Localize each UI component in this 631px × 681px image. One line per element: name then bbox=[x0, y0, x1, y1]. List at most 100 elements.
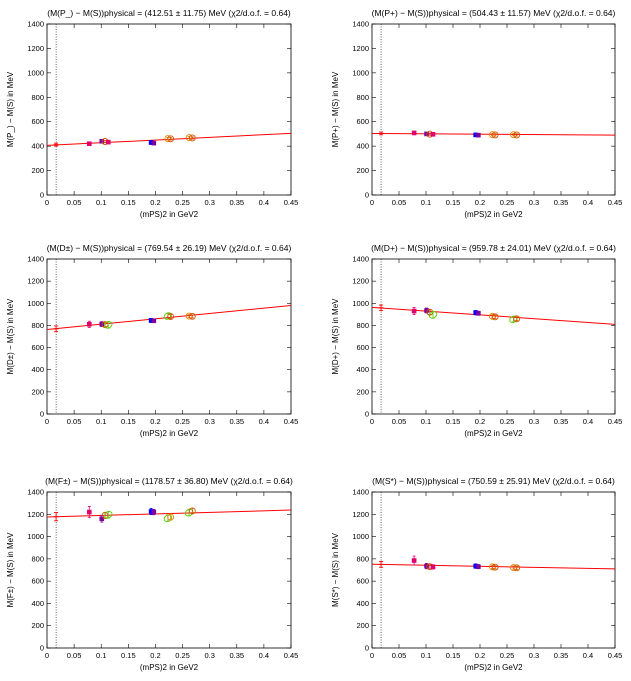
x-tick-label: 0.2 bbox=[475, 417, 485, 426]
x-tick-label: 0.15 bbox=[446, 651, 461, 660]
y-tick-label: 600 bbox=[31, 117, 44, 126]
data-point bbox=[188, 312, 196, 320]
x-tick-label: 0.45 bbox=[608, 198, 623, 207]
x-tick-label: 0.15 bbox=[121, 417, 136, 426]
x-tick-label: 0.05 bbox=[392, 198, 407, 207]
data-point bbox=[491, 563, 499, 571]
y-tick-label: 1400 bbox=[352, 488, 369, 497]
data-point bbox=[476, 564, 481, 570]
y-axis-label: M(P+) − M(S) in MeV bbox=[331, 71, 340, 147]
y-tick-label: 600 bbox=[31, 343, 44, 352]
data-point bbox=[476, 132, 481, 138]
y-tick-label: 200 bbox=[356, 621, 369, 630]
x-tick-label: 0.15 bbox=[446, 417, 461, 426]
x-tick-label: 0 bbox=[370, 417, 374, 426]
panel-title: (M(P_) − M(S))physical = (412.51 ± 11.75… bbox=[47, 8, 291, 18]
y-tick-label: 600 bbox=[356, 117, 369, 126]
fit-line bbox=[46, 305, 292, 331]
data-point bbox=[491, 131, 499, 139]
y-tick-label: 800 bbox=[356, 93, 369, 102]
y-tick-label: 200 bbox=[31, 387, 44, 396]
x-tick-label: 0 bbox=[45, 417, 49, 426]
y-tick-label: 800 bbox=[31, 321, 44, 330]
data-point bbox=[167, 513, 175, 521]
x-tick-label: 0.4 bbox=[259, 651, 269, 660]
y-tick-label: 0 bbox=[365, 410, 369, 419]
y-tick-label: 1200 bbox=[352, 277, 369, 286]
y-tick-label: 0 bbox=[365, 191, 369, 200]
panel-title: (M(P+) − M(S))physical = (504.43 ± 11.57… bbox=[372, 8, 616, 18]
y-tick-label: 1200 bbox=[352, 44, 369, 53]
x-tick-label: 0.35 bbox=[229, 417, 244, 426]
y-tick-label: 1000 bbox=[27, 299, 44, 308]
y-tick-label: 600 bbox=[31, 577, 44, 586]
x-tick-label: 0.3 bbox=[529, 417, 539, 426]
y-axis-label: M(S*) − M(S) in MeV bbox=[331, 532, 340, 607]
x-tick-label: 0.25 bbox=[500, 198, 515, 207]
physical-point bbox=[53, 325, 59, 333]
x-tick-label: 0.45 bbox=[608, 417, 623, 426]
y-tick-label: 1200 bbox=[27, 277, 44, 286]
y-tick-label: 0 bbox=[40, 191, 44, 200]
x-tick-label: 0 bbox=[370, 198, 374, 207]
x-axis-label: (mPS)2 in GeV2 bbox=[464, 210, 523, 219]
fit-line bbox=[371, 563, 616, 570]
data-point bbox=[428, 311, 438, 319]
y-tick-label: 1400 bbox=[352, 20, 369, 29]
data-point bbox=[513, 131, 521, 139]
x-tick-label: 0.2 bbox=[475, 198, 485, 207]
panel-title: (M(F±) − M(S))physical = (1178.57 ± 36.8… bbox=[45, 476, 293, 486]
y-tick-label: 800 bbox=[356, 321, 369, 330]
x-axis-label: (mPS)2 in GeV2 bbox=[464, 663, 523, 672]
panel-title: (M(D±) − M(S))physical = (769.54 ± 26.19… bbox=[47, 243, 292, 253]
physical-point bbox=[53, 512, 59, 522]
y-tick-label: 600 bbox=[356, 343, 369, 352]
physical-point bbox=[378, 131, 384, 136]
x-tick-label: 0.35 bbox=[229, 651, 244, 660]
y-tick-label: 0 bbox=[40, 644, 44, 653]
y-tick-label: 1200 bbox=[27, 510, 44, 519]
x-tick-label: 0.35 bbox=[554, 198, 569, 207]
data-point bbox=[105, 139, 111, 145]
x-tick-label: 0.45 bbox=[284, 417, 299, 426]
y-tick-label: 0 bbox=[365, 644, 369, 653]
plot-frame bbox=[371, 491, 616, 649]
y-tick-label: 400 bbox=[356, 365, 369, 374]
y-tick-label: 1400 bbox=[352, 255, 369, 264]
plot-frame bbox=[46, 23, 292, 196]
y-tick-label: 1400 bbox=[27, 488, 44, 497]
x-tick-label: 0.2 bbox=[475, 651, 485, 660]
data-point bbox=[167, 313, 175, 321]
data-point bbox=[188, 134, 196, 142]
plot-frame bbox=[371, 23, 616, 196]
y-tick-label: 200 bbox=[31, 166, 44, 175]
data-point bbox=[167, 135, 175, 143]
x-tick-label: 0.25 bbox=[175, 198, 190, 207]
chart-panel-6: 0 200 400 600 800 1000 1200 1400 0 0.05 0.1 0.15 0.2… bbox=[331, 476, 622, 672]
x-tick-label: 0.1 bbox=[96, 198, 106, 207]
y-tick-label: 1000 bbox=[352, 532, 369, 541]
physical-point bbox=[378, 561, 384, 568]
x-tick-label: 0.1 bbox=[421, 651, 431, 660]
y-tick-label: 200 bbox=[31, 621, 44, 630]
chart-panel-5: 0 200 400 600 800 1000 1200 1400 0 0.05 0.1 0.15 0.2… bbox=[6, 476, 298, 672]
data-point bbox=[188, 507, 196, 515]
x-tick-label: 0.3 bbox=[204, 198, 214, 207]
x-tick-label: 0.4 bbox=[583, 198, 593, 207]
x-tick-label: 0.4 bbox=[583, 417, 593, 426]
y-axis-label: M(P_) − M(S) in MeV bbox=[6, 71, 15, 147]
y-tick-label: 600 bbox=[356, 577, 369, 586]
x-tick-label: 0 bbox=[370, 651, 374, 660]
data-point bbox=[476, 310, 481, 316]
physical-point bbox=[53, 142, 59, 147]
x-tick-label: 0.15 bbox=[121, 651, 136, 660]
chart-panel-2: 0 200 400 600 800 1000 1200 1400 0 0.05 0.1 0.15 0.2… bbox=[331, 8, 622, 219]
y-tick-label: 800 bbox=[31, 554, 44, 563]
physical-point bbox=[378, 304, 384, 311]
x-axis-label: (mPS)2 in GeV2 bbox=[140, 429, 199, 438]
data-point bbox=[151, 318, 157, 324]
x-tick-label: 0.35 bbox=[554, 417, 569, 426]
data-point bbox=[430, 564, 436, 570]
x-tick-label: 0.35 bbox=[229, 198, 244, 207]
x-tick-label: 0.15 bbox=[121, 198, 136, 207]
